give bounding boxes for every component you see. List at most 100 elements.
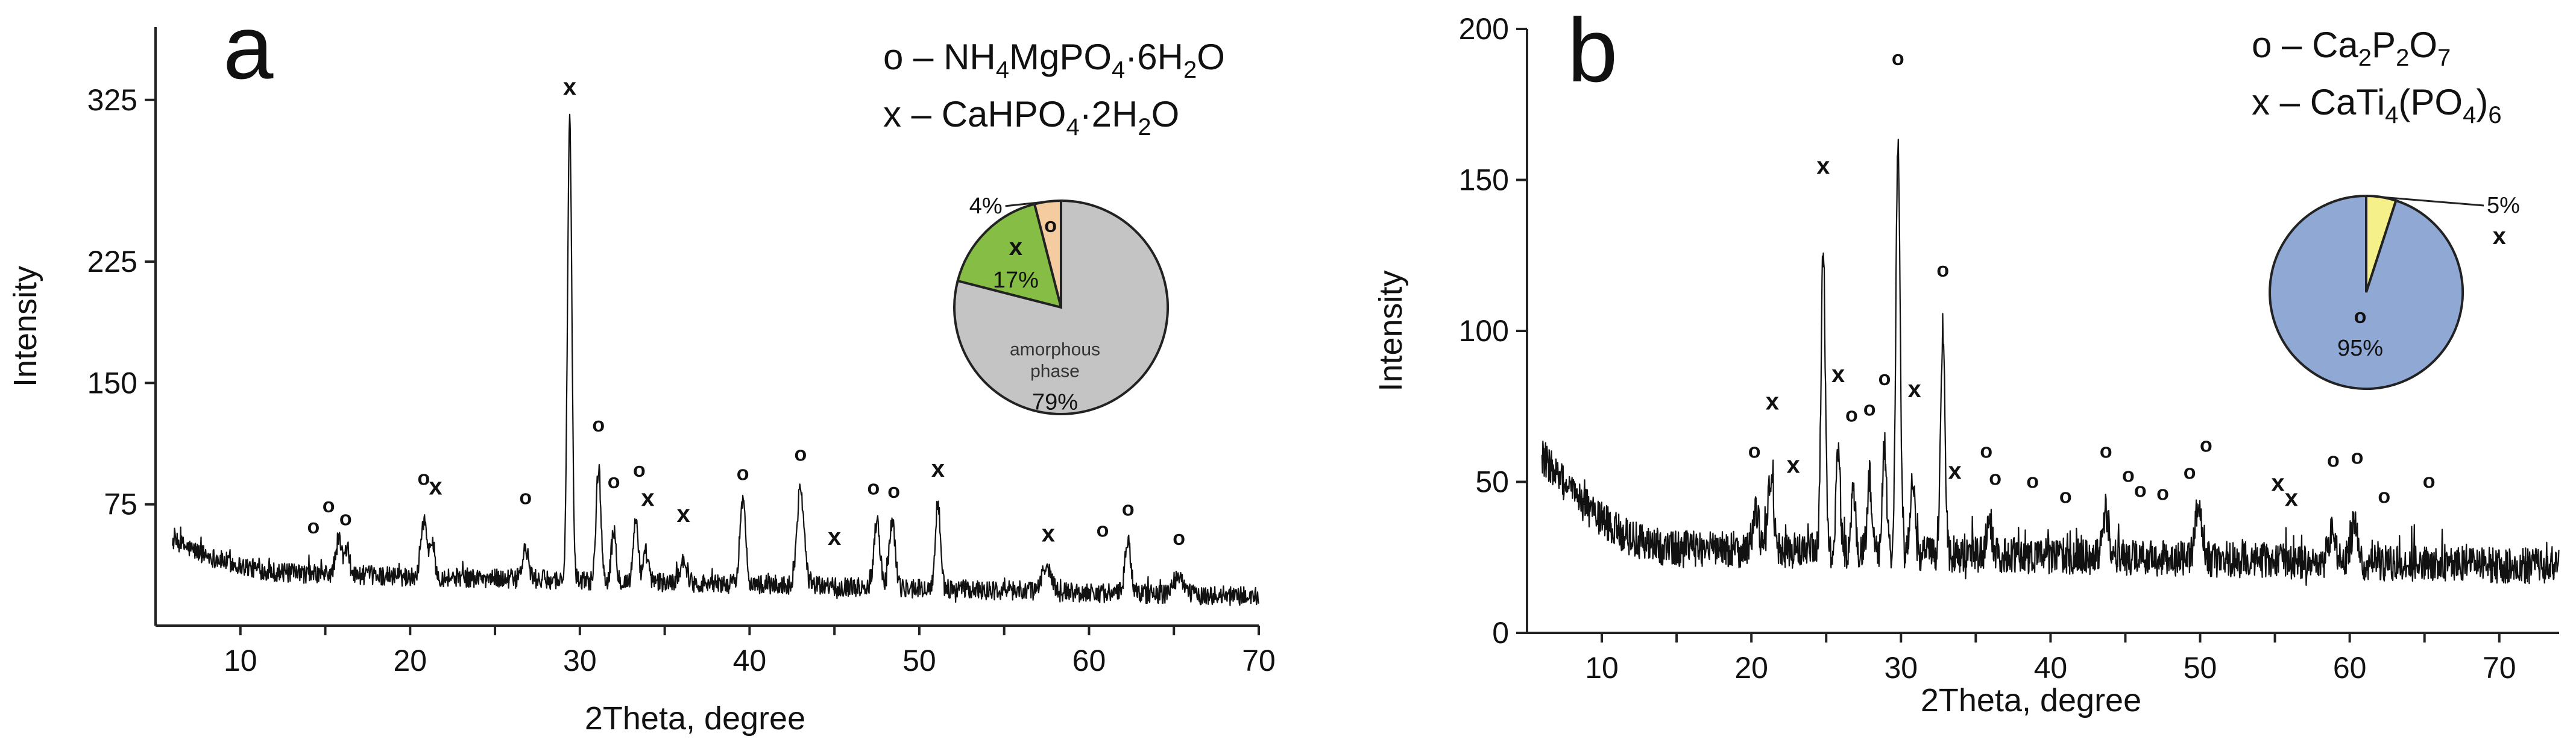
peak-marker-x: x	[931, 456, 945, 482]
peak-marker-o: o	[1845, 403, 1858, 426]
pie-slice-label: 4%	[969, 193, 1003, 219]
peak-marker-o: o	[1097, 518, 1109, 541]
x-tick-label: 50	[902, 644, 936, 677]
peak-marker-x: x	[1948, 457, 1961, 484]
peak-marker-o: o	[1892, 47, 1904, 70]
x-tick-label: 20	[393, 644, 427, 677]
peak-marker-x: x	[429, 474, 442, 500]
x-tick-label: 10	[224, 644, 257, 677]
peak-marker-o: o	[2059, 485, 2072, 508]
peak-marker-o: o	[2327, 448, 2340, 471]
x-tick-label: 40	[733, 644, 767, 677]
x-tick-label: 60	[1072, 644, 1106, 677]
pie-slice-label: 5%	[2487, 193, 2520, 218]
y-tick-label: 0	[1492, 616, 1509, 650]
peak-marker-o: o	[2378, 485, 2390, 508]
xrd-trace	[172, 113, 1259, 606]
pie-slice-label: 79%	[1032, 390, 1078, 415]
y-tick-label: 225	[87, 245, 137, 278]
xrd-trace	[1541, 139, 2560, 586]
peak-marker-o: o	[417, 467, 430, 490]
pie-chart: 5% x o 95%	[2269, 193, 2520, 390]
peak-marker-o: o	[887, 480, 900, 503]
peak-marker-o: o	[2100, 439, 2112, 462]
peak-marker-o: o	[868, 477, 880, 500]
peak-marker-o: o	[2423, 470, 2436, 493]
pie-slice	[2269, 194, 2464, 390]
legend-entry: o – NH4​MgPO4​·6H2​O	[883, 37, 1225, 83]
peak-marker-o: o	[1980, 439, 1992, 462]
y-tick-label: 50	[1475, 465, 1509, 499]
peak-marker-x: x	[828, 524, 841, 550]
pie-marker: x	[1009, 234, 1022, 260]
x-tick-label: 70	[2483, 651, 2516, 685]
x-tick-label: 50	[2184, 651, 2217, 685]
panel-b: 10 20 30 40 50 60 70 0 50 100 150 200 2Theta, degree…	[1373, 0, 2560, 718]
peak-marker-o: o	[2122, 464, 2135, 487]
x-axis-title: 2Theta, degree	[585, 700, 805, 737]
peak-marker-o: o	[794, 442, 807, 465]
pie-marker: x	[2493, 223, 2506, 250]
peak-marker-o: o	[1748, 439, 1761, 462]
peak-marker-o: o	[519, 486, 532, 509]
x-tick-label: 60	[2333, 651, 2367, 685]
peak-marker-o: o	[2156, 482, 2169, 505]
peak-marker-o: o	[2026, 470, 2039, 493]
y-tick-label: 100	[1459, 314, 1509, 348]
peak-marker-o: o	[2184, 460, 2196, 483]
pie-leader-line	[1005, 200, 1048, 207]
peak-marker-x: x	[1831, 361, 1845, 388]
y-tick-label: 325	[87, 83, 137, 117]
pie-marker: o	[2354, 305, 2367, 328]
y-axis-title: Intensity	[1373, 270, 1409, 391]
peak-marker-o: o	[307, 515, 320, 538]
panel-letter: a	[223, 0, 274, 98]
x-tick-label: 40	[2034, 651, 2068, 685]
legend-entry: o – Ca2​P2​O7​	[2252, 25, 2451, 71]
peak-marker-x: x	[1042, 520, 1055, 547]
y-tick-label: 150	[87, 366, 137, 400]
peak-marker-x: x	[2271, 470, 2284, 497]
peak-marker-x: x	[2285, 485, 2298, 512]
peak-marker-o: o	[2200, 433, 2212, 456]
pie-slice-name: phase	[1030, 362, 1080, 382]
peak-marker-o: o	[1173, 527, 1185, 550]
peak-marker-o: o	[1936, 259, 1949, 281]
pie-marker: o	[1044, 214, 1057, 237]
legend-entry: x – CaHPO4​·2H2​O	[883, 94, 1179, 140]
peak-marker-o: o	[2134, 479, 2147, 502]
peak-marker-o: o	[592, 413, 605, 436]
x-tick-label: 70	[1242, 644, 1276, 677]
peak-marker-x: x	[1907, 376, 1921, 403]
peak-marker-x: x	[1787, 451, 1800, 478]
peak-marker-o: o	[1122, 498, 1135, 521]
peak-marker-o: o	[339, 507, 352, 530]
x-tick-label: 30	[1884, 651, 1918, 685]
panel-letter: b	[1567, 0, 1617, 101]
y-tick-label: 150	[1459, 163, 1509, 197]
peak-marker-x: x	[641, 485, 654, 511]
peak-marker-o: o	[633, 459, 646, 482]
peak-marker-x: x	[1816, 152, 1830, 179]
peak-marker-o: o	[2351, 445, 2364, 468]
y-tick-label: 200	[1459, 12, 1509, 46]
x-axis-title: 2Theta, degree	[1921, 682, 2141, 718]
peak-marker-o: o	[608, 470, 620, 493]
peak-marker-x: x	[676, 501, 690, 527]
peak-marker-o: o	[1878, 367, 1891, 390]
pie-leader-line	[2381, 196, 2484, 207]
pie-slice	[953, 199, 1170, 415]
pie-slice-label: 17%	[993, 268, 1039, 293]
x-tick-label: 20	[1734, 651, 1768, 685]
y-tick-label: 75	[104, 488, 137, 521]
peak-marker-o: o	[737, 462, 749, 485]
peak-marker-x: x	[1766, 388, 1779, 415]
pie-slice	[956, 203, 1063, 309]
peak-marker-o: o	[1863, 397, 1876, 420]
legend-entry: x – CaTi4​(PO4​)6​	[2252, 82, 2502, 128]
x-tick-label: 10	[1585, 651, 1619, 685]
peak-marker-o: o	[1989, 467, 2001, 490]
panel-a: 10 20 30 40 50 60 70 75 150 225 325 2Theta, degree I…	[7, 0, 1276, 737]
peak-marker-o: o	[323, 494, 335, 517]
